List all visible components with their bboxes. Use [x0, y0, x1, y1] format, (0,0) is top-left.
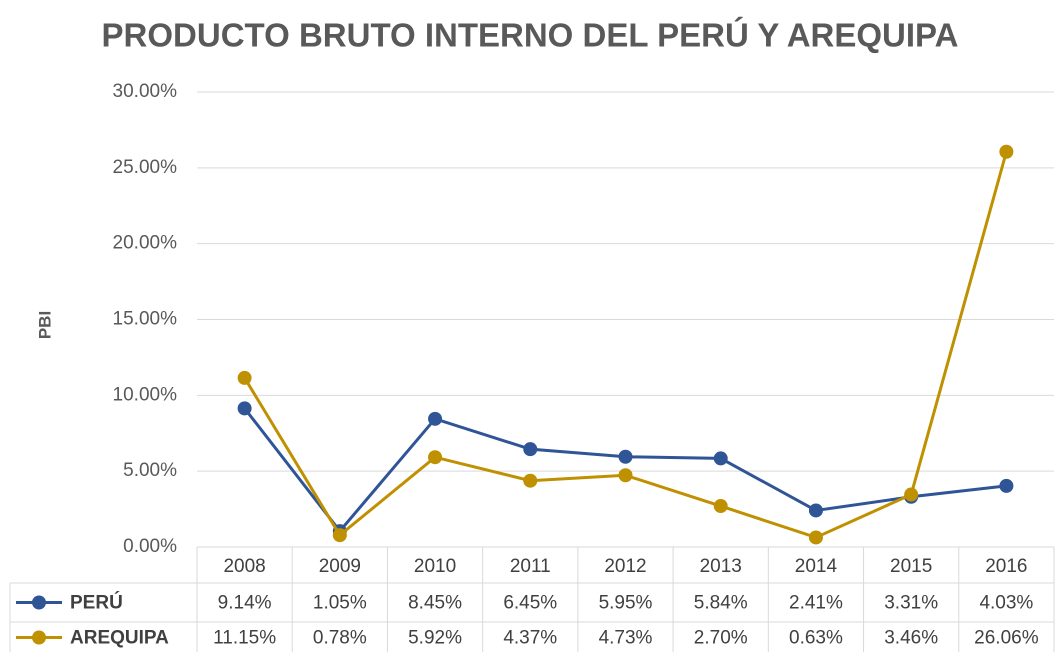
x-tick-label: 2014 [795, 556, 838, 577]
data-point [237, 370, 252, 385]
y-tick-label: 15.00% [113, 309, 178, 330]
y-tick-label: 30.00% [113, 81, 178, 102]
data-point [428, 450, 443, 465]
table-value: 2.41% [789, 593, 843, 614]
table-value: 4.37% [503, 628, 557, 649]
table-value: 5.84% [694, 593, 748, 614]
data-point [904, 487, 919, 502]
table-value: 8.45% [408, 593, 462, 614]
y-tick-label: 10.00% [113, 384, 178, 405]
legend-label: AREQUIPA [70, 628, 169, 649]
data-point [428, 411, 443, 426]
x-tick-label: 2015 [890, 556, 932, 577]
table-value: 0.63% [789, 628, 843, 649]
legend-label: PERÚ [70, 592, 123, 614]
table-value: 3.31% [884, 593, 938, 614]
x-tick-label: 2013 [700, 556, 742, 577]
y-axis-label: PBI [35, 311, 54, 339]
x-tick-label: 2012 [604, 556, 646, 577]
data-point [237, 401, 252, 416]
x-tick-label: 2010 [414, 556, 456, 577]
table-value: 9.14% [218, 593, 272, 614]
y-tick-label: 25.00% [113, 157, 178, 178]
legend-marker [32, 630, 46, 645]
data-point [523, 442, 538, 457]
table-value: 26.06% [974, 628, 1039, 649]
table-value: 0.78% [313, 628, 367, 649]
x-tick-label: 2008 [223, 556, 265, 577]
x-tick-label: 2016 [985, 556, 1027, 577]
table-value: 1.05% [313, 593, 367, 614]
table-value: 6.45% [503, 593, 557, 614]
y-tick-label: 20.00% [113, 233, 178, 254]
data-point [808, 503, 823, 518]
table-value: 4.03% [979, 593, 1033, 614]
table-value: 2.70% [694, 628, 748, 649]
data-point [332, 528, 347, 543]
data-point [618, 468, 633, 483]
data-point [618, 449, 633, 464]
x-tick-label: 2009 [319, 556, 361, 577]
x-tick-label: 2011 [510, 556, 551, 577]
data-point [999, 478, 1014, 493]
data-point [808, 530, 823, 545]
table-value: 5.95% [599, 593, 653, 614]
data-point [713, 451, 728, 466]
table-value: 3.46% [884, 628, 938, 649]
table-value: 4.73% [599, 628, 653, 649]
table-value: 5.92% [408, 628, 462, 649]
y-tick-label: 5.00% [123, 460, 177, 481]
y-tick-label: 0.00% [123, 536, 177, 557]
legend-marker [32, 595, 46, 610]
chart-title: PRODUCTO BRUTO INTERNO DEL PERÚ Y AREQUI… [102, 17, 959, 54]
table-value: 11.15% [213, 628, 276, 649]
data-point [523, 473, 538, 488]
data-point [999, 144, 1014, 159]
data-point [713, 499, 728, 514]
